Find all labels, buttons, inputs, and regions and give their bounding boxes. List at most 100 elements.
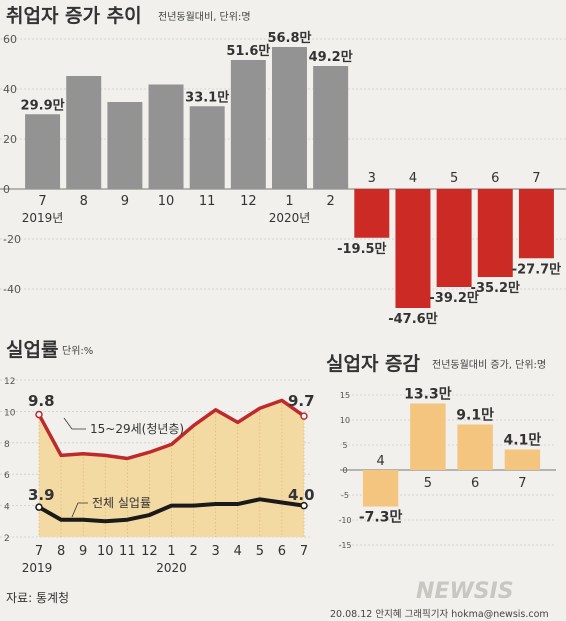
- employment-value-label: 29.9만: [21, 97, 65, 113]
- change-y-tick-label: -5: [341, 491, 349, 500]
- rate-x-tick-label: 6: [278, 544, 286, 559]
- rate-y-tick-label: 6: [4, 471, 10, 481]
- rate-grid: 12 10 8 6 4 2: [0, 377, 310, 544]
- rate-endpoint-label: 9.7: [288, 392, 315, 410]
- rate-x-tick-label: 4: [234, 544, 242, 559]
- employment-value-label: -27.7만: [512, 261, 561, 277]
- employment-y-tick-label: 40: [3, 83, 17, 96]
- employment-chart: 취업자 증가 추이 전년동월대비, 단위:명 60 40 20 0 -20 -40 7 8 9…: [0, 5, 566, 327]
- change-value-label: -7.3만: [359, 510, 403, 526]
- unemployed-change-plot: 15 10 5 0 -5 -10 -15 4 -7.3만 5 13.3만 6 9.1만 7 4.1만: [338, 387, 556, 550]
- employment-x-tick-label: 7: [38, 194, 46, 209]
- rate-x-tick-label: 8: [57, 544, 65, 559]
- total-rate-line: [38, 497, 305, 524]
- rate-x-tick-label: 2: [189, 544, 197, 559]
- change-x-tick-label: 6: [471, 476, 479, 491]
- total-series-label: 전체 실업률: [92, 496, 151, 510]
- youth-rate-line-endpoint: [35, 410, 43, 419]
- employment-y-tick-label: -40: [3, 283, 21, 296]
- youth-rate-line: [37, 398, 306, 461]
- employment-bar: [148, 84, 184, 189]
- change-y-tick-label: 15: [340, 391, 350, 400]
- employment-value-label: 56.8만: [267, 30, 311, 46]
- total-rate-line-endpoint: [35, 503, 43, 511]
- youth-callout-line: [63, 417, 86, 430]
- change-y-tick-label: 5: [342, 441, 347, 450]
- rate-year-label: 2019: [22, 561, 53, 575]
- employment-value-label: 49.2만: [309, 49, 353, 65]
- source-label: 자료: 통계청: [6, 591, 69, 605]
- employment-x-tick-label: 10: [158, 194, 175, 209]
- employment-bar: [518, 189, 554, 259]
- total-rate-line-endpoint: [300, 501, 308, 510]
- employment-title: 취업자 증가 추이: [6, 5, 142, 27]
- unemployed-change-chart: 실업자 증감 전년동월대비 증가, 단위:명 15 10 5 0 -5 -10 -15 4 -7…: [326, 353, 556, 550]
- employment-value-label: -35.2만: [471, 280, 520, 296]
- employment-bars: [25, 47, 554, 308]
- rate-y-tick-label: 10: [4, 408, 16, 418]
- rate-x-tick-label: 11: [119, 544, 136, 559]
- employment-x-tick-label: 5: [450, 171, 458, 186]
- rate-y-tick-label: 8: [4, 440, 10, 450]
- employment-value-label: -47.6만: [388, 311, 437, 327]
- rate-x-tick-label: 1: [167, 544, 175, 559]
- employment-bar: [354, 189, 390, 238]
- unemployment-rate-subtitle: 단위:%: [62, 344, 93, 357]
- rate-x-tick-label: 10: [97, 544, 114, 559]
- employment-bar: [66, 76, 102, 189]
- employment-x-tick-label: 8: [80, 194, 88, 209]
- rate-y-tick-label: 4: [4, 503, 10, 513]
- employment-subtitle: 전년동월대비, 단위:명: [158, 10, 251, 23]
- employment-x-tick-label: 2: [327, 194, 335, 209]
- employment-bar: [189, 106, 225, 189]
- employment-x-tick-label: 4: [409, 171, 417, 186]
- employment-bar: [477, 189, 513, 277]
- newsis-watermark: NEWSIS: [416, 579, 514, 604]
- employment-value-label: -39.2만: [429, 290, 478, 306]
- employment-value-label: 33.1만: [185, 89, 229, 105]
- employment-bar: [272, 47, 307, 189]
- rate-x-tick-label: 9: [79, 544, 87, 559]
- employment-y-tick-label: 20: [3, 133, 17, 146]
- employment-x-tick-label: 9: [121, 194, 129, 209]
- unemployed-change-subtitle: 전년동월대비 증가, 단위:명: [432, 358, 546, 371]
- employment-bar: [230, 60, 266, 189]
- employment-value-label: -19.5만: [337, 241, 386, 257]
- rate-endpoint-label: 9.8: [28, 392, 55, 410]
- change-x-tick-label: 7: [518, 476, 526, 491]
- employment-x-tick-label: 11: [199, 194, 216, 209]
- rate-y-tick-label: 2: [4, 534, 10, 544]
- employment-bar: [436, 189, 472, 287]
- employment-x-tick-label: 3: [368, 171, 376, 186]
- change-x-tick-label: 5: [424, 476, 432, 491]
- employment-bar: [107, 102, 143, 189]
- unemployment-rate-title: 실업률: [6, 339, 58, 361]
- employment-x-tick-label: 12: [240, 194, 257, 209]
- employment-bar: [313, 66, 349, 189]
- rate-x-tick-label: 3: [212, 544, 220, 559]
- employment-y-tick-label: 60: [3, 33, 17, 46]
- rate-endpoint-label: 3.9: [28, 486, 55, 504]
- change-bar: [457, 424, 493, 470]
- change-y-tick-label: 10: [340, 416, 350, 425]
- employment-value-label: 51.6만: [226, 43, 270, 59]
- employment-bar: [25, 114, 61, 189]
- employment-x-tick-label: 1: [285, 194, 293, 209]
- employment-y-tick-label: 0: [3, 183, 10, 196]
- change-y-tick-label: -15: [338, 541, 351, 550]
- employment-bar: [395, 189, 431, 308]
- change-bar: [362, 470, 399, 507]
- employment-y-ticks: 60 40 20 0 -20 -40: [3, 33, 21, 296]
- rate-x-tick-label: 7: [35, 544, 43, 559]
- change-y-tick-label: 0: [342, 466, 347, 475]
- rate-y-tick-label: 12: [4, 377, 15, 387]
- rate-x-tick-label: 12: [141, 544, 158, 559]
- change-value-label: 9.1만: [456, 408, 494, 424]
- youth-series-label: 15~29세(청년층): [90, 422, 184, 436]
- rate-x-tick-label: 7: [300, 544, 308, 559]
- employment-y-tick-label: -20: [3, 233, 21, 246]
